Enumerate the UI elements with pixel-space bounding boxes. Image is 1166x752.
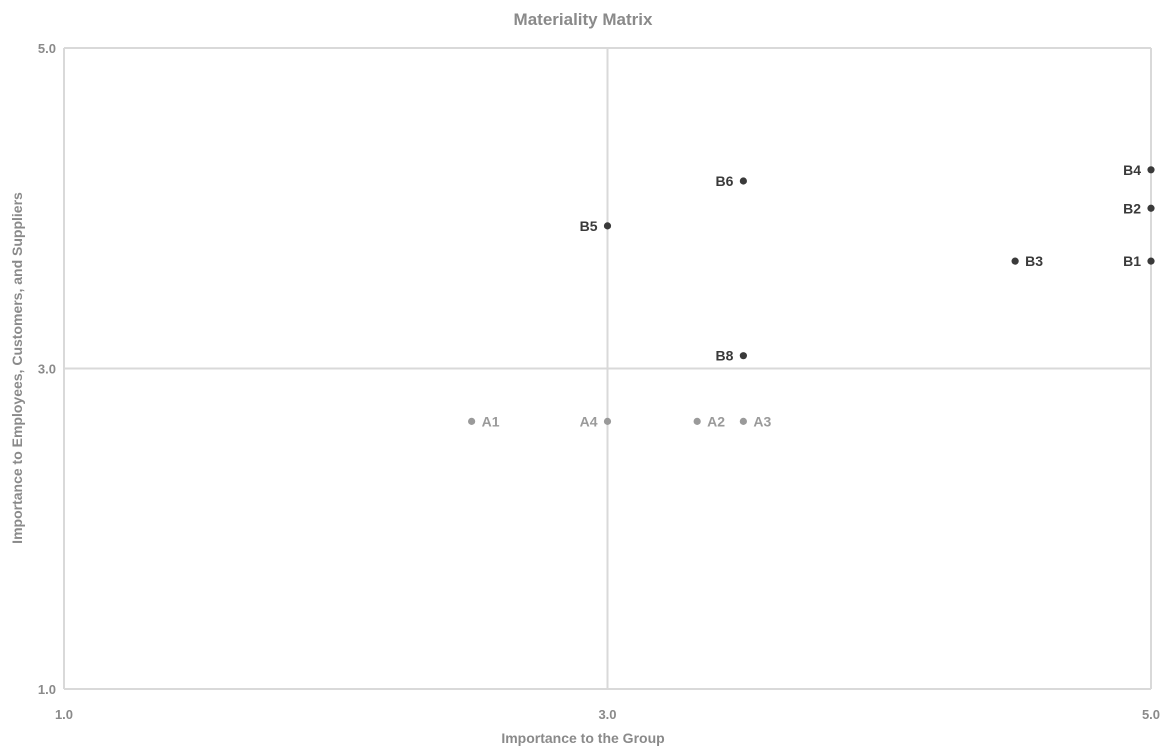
data-point-b6: [739, 177, 747, 185]
y-tick-label: 1.0: [38, 682, 56, 697]
data-label-b4: B4: [1123, 162, 1141, 178]
data-label-a3: A3: [753, 413, 771, 429]
data-label-b5: B5: [580, 218, 598, 234]
x-tick-label: 3.0: [598, 707, 616, 722]
data-point-a4: [603, 417, 612, 425]
data-label-b1: B1: [1123, 253, 1141, 269]
data-label-a4: A4: [580, 413, 598, 429]
data-label-a1: A1: [482, 413, 500, 429]
data-point-b2: [1147, 204, 1155, 212]
data-label-b2: B2: [1123, 200, 1141, 216]
x-tick-label: 1.0: [55, 707, 73, 722]
data-point-b3: [1011, 257, 1019, 265]
data-point-b8: [739, 352, 747, 360]
data-point-b5: [603, 222, 612, 230]
data-point-b1: [1147, 257, 1155, 265]
data-point-a1: [468, 417, 476, 425]
x-tick-label: 5.0: [1142, 707, 1160, 722]
y-axis-label: Importance to Employees, Customers, and …: [9, 192, 25, 544]
data-label-b8: B8: [715, 348, 733, 364]
data-label-b3: B3: [1025, 253, 1043, 269]
y-tick-label: 5.0: [38, 41, 56, 56]
x-axis-label: Importance to the Group: [501, 730, 665, 746]
data-label-b6: B6: [715, 173, 733, 189]
data-point-a2: [693, 417, 701, 425]
y-tick-label: 3.0: [38, 362, 56, 377]
data-point-a3: [739, 417, 747, 425]
data-label-a2: A2: [707, 413, 725, 429]
data-point-b4: [1147, 166, 1155, 174]
chart-title: Materiality Matrix: [513, 10, 653, 29]
